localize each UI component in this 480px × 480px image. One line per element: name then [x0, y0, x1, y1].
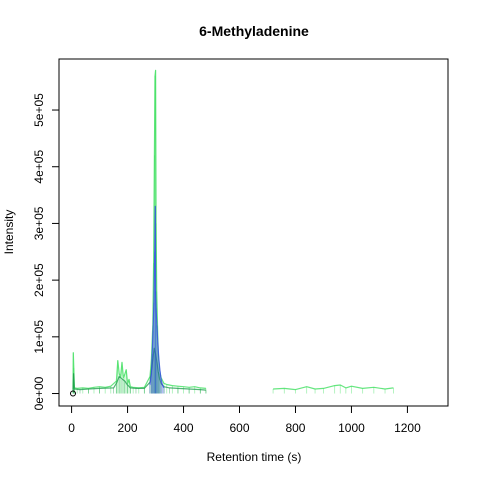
- x-tick-label: 1200: [394, 421, 421, 435]
- x-axis: 0 200 400 600 800 1000 1200: [68, 405, 421, 435]
- y-tick-label: 5e+05: [32, 93, 46, 127]
- x-tick-label: 0: [68, 421, 75, 435]
- series-line-4: [273, 384, 394, 391]
- x-axis-label: Retention time (s): [207, 450, 302, 464]
- plot-frame: [58, 58, 449, 407]
- series-line-1: [72, 69, 206, 390]
- x-tick-label: 400: [174, 421, 194, 435]
- y-tick-label: 0e+00: [32, 376, 46, 410]
- y-tick-label: 2e+05: [32, 263, 46, 297]
- x-tick-label: 600: [229, 421, 249, 435]
- x-tick-label: 800: [285, 421, 305, 435]
- y-tick-label: 3e+05: [32, 206, 46, 240]
- y-tick-label: 1e+05: [32, 320, 46, 354]
- y-axis: 0e+00 1e+05 2e+05 3e+05 4e+05 5e+05: [32, 93, 60, 410]
- x-tick-label: 200: [118, 421, 138, 435]
- series-line-3: [149, 205, 165, 389]
- series-line-2: [72, 347, 206, 391]
- chart-title: 6-Methyladenine: [199, 23, 309, 39]
- plot-marks: [69, 69, 394, 397]
- data-point-marker: [69, 390, 76, 397]
- y-tick-label: 4e+05: [32, 150, 46, 184]
- y-axis-label: Intensity: [2, 210, 16, 255]
- x-tick-label: 1000: [338, 421, 365, 435]
